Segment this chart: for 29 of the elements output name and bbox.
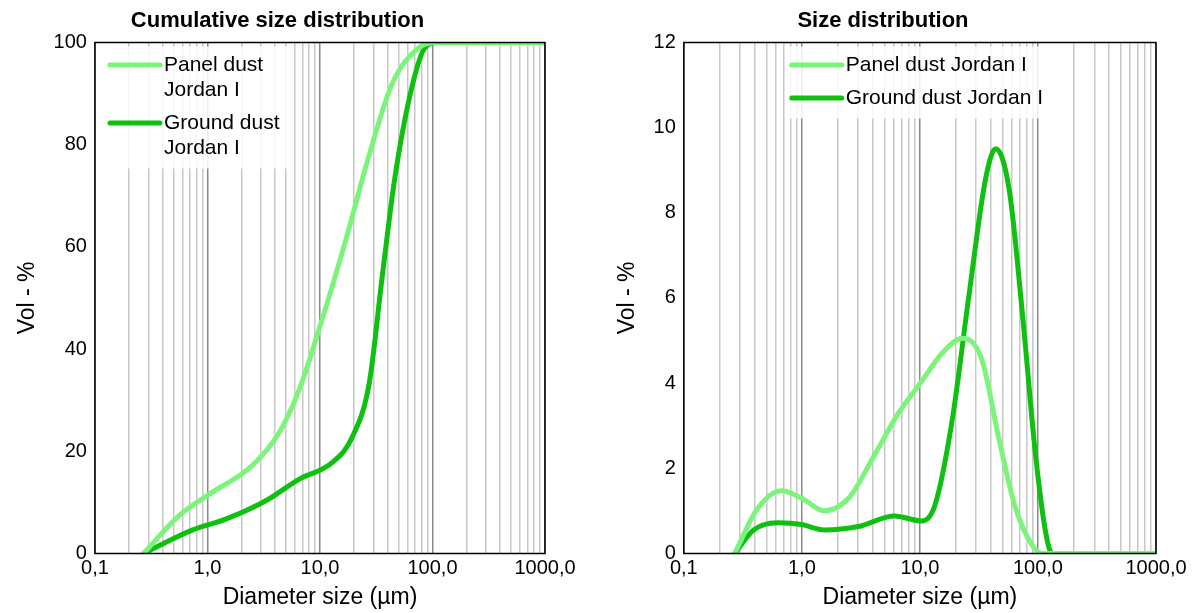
- y-axis-title: Vol - %: [613, 261, 640, 335]
- y-tick-label: 20: [64, 438, 87, 461]
- legend-label: Panel dust Jordan I: [845, 51, 1027, 75]
- x-tick-label: 1,0: [787, 555, 816, 578]
- x-tick-label: 10,0: [300, 555, 340, 578]
- x-tick-label: 1,0: [193, 555, 222, 578]
- y-tick-label: 80: [64, 132, 87, 155]
- x-axis-title: Diameter size (µm): [822, 582, 1018, 609]
- y-tick-label: 6: [664, 285, 676, 308]
- y-tick-label: 10: [653, 115, 676, 138]
- legend-label: Ground dust Jordan I: [845, 84, 1044, 108]
- x-tick-label: 10,0: [900, 555, 940, 578]
- x-tick-label: 1000,0: [514, 555, 576, 578]
- y-tick-label: 40: [64, 336, 87, 359]
- y-tick-label: 8: [664, 200, 676, 223]
- x-tick-label: 100,0: [407, 555, 458, 578]
- legend-label: Panel dust Jordan I: [163, 51, 264, 100]
- x-tick-label: 100,0: [1012, 555, 1063, 578]
- x-axis-title: Diameter size (µm): [222, 582, 418, 609]
- x-tick-label: 1000,0: [1125, 555, 1187, 578]
- y-tick-label: 4: [664, 370, 676, 393]
- y-tick-label: 60: [64, 234, 87, 257]
- y-axis-title: Vol - %: [13, 261, 40, 335]
- y-tick-label: 12: [653, 29, 676, 52]
- y-tick-label: 2: [664, 455, 676, 478]
- y-tick-label: 100: [53, 29, 87, 52]
- chart-title: Size distribution: [797, 7, 969, 33]
- legend-label: Ground dust Jordan I: [163, 109, 280, 158]
- chart-title: Cumulative size distribution: [130, 7, 425, 33]
